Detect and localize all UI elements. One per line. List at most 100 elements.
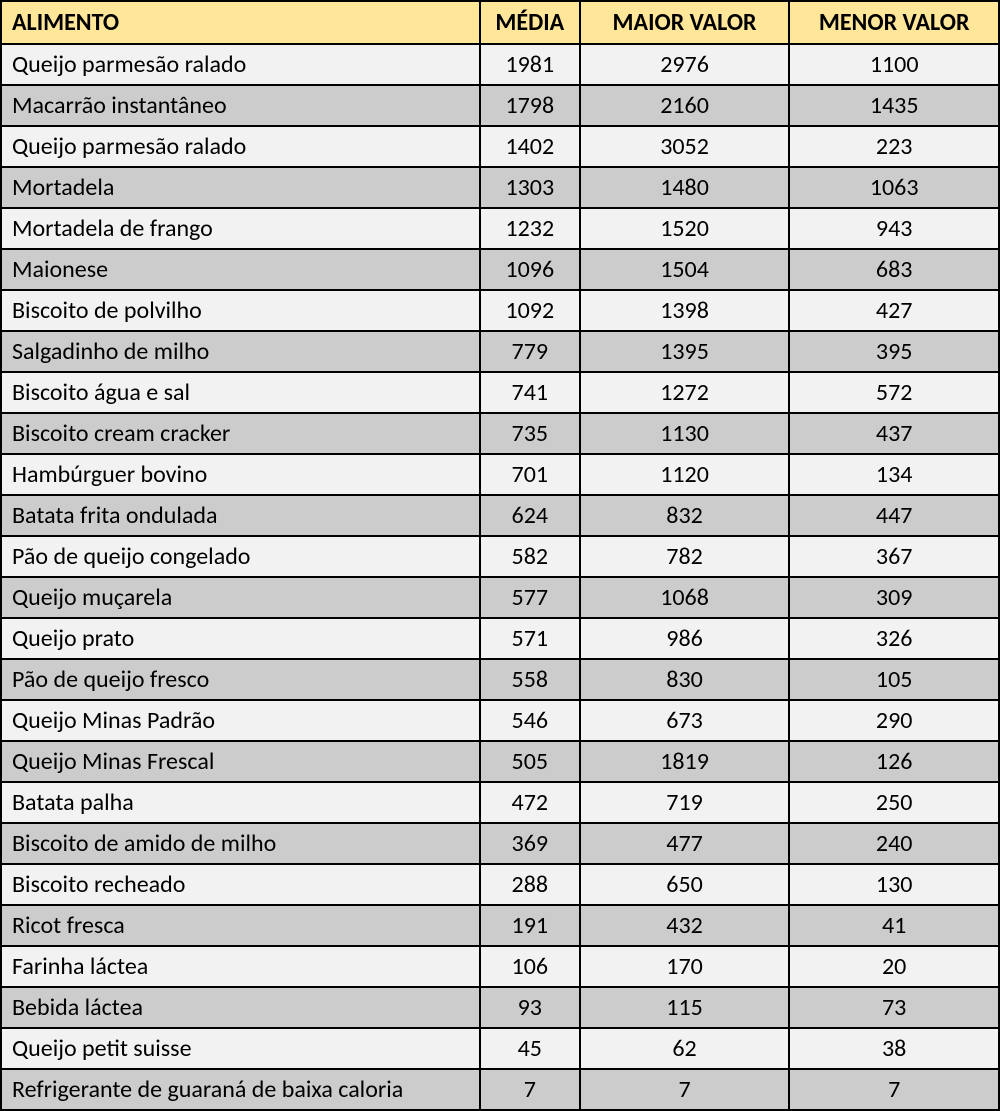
cell-media: 1798 bbox=[480, 85, 580, 126]
cell-media: 288 bbox=[480, 864, 580, 905]
cell-menor: 1063 bbox=[789, 167, 999, 208]
cell-media: 45 bbox=[480, 1028, 580, 1069]
cell-alimento: Batata frita ondulada bbox=[1, 495, 480, 536]
cell-media: 505 bbox=[480, 741, 580, 782]
cell-alimento: Refrigerante de guaraná de baixa caloria bbox=[1, 1069, 480, 1110]
cell-alimento: Hambúrguer bovino bbox=[1, 454, 480, 495]
cell-maior: 7 bbox=[580, 1069, 790, 1110]
cell-media: 741 bbox=[480, 372, 580, 413]
table-row: Bebida láctea9311573 bbox=[1, 987, 999, 1028]
cell-media: 1981 bbox=[480, 44, 580, 85]
table-header: ALIMENTO MÉDIA MAIOR VALOR MENOR VALOR bbox=[1, 1, 999, 44]
cell-media: 1092 bbox=[480, 290, 580, 331]
cell-menor: 309 bbox=[789, 577, 999, 618]
table-row: Refrigerante de guaraná de baixa caloria… bbox=[1, 1069, 999, 1110]
cell-menor: 943 bbox=[789, 208, 999, 249]
cell-media: 106 bbox=[480, 946, 580, 987]
cell-alimento: Queijo muçarela bbox=[1, 577, 480, 618]
cell-media: 1232 bbox=[480, 208, 580, 249]
cell-menor: 126 bbox=[789, 741, 999, 782]
table-row: Pão de queijo congelado582782367 bbox=[1, 536, 999, 577]
cell-alimento: Macarrão instantâneo bbox=[1, 85, 480, 126]
table-row: Mortadela de frango12321520943 bbox=[1, 208, 999, 249]
cell-menor: 240 bbox=[789, 823, 999, 864]
cell-menor: 447 bbox=[789, 495, 999, 536]
cell-maior: 830 bbox=[580, 659, 790, 700]
cell-alimento: Batata palha bbox=[1, 782, 480, 823]
cell-maior: 832 bbox=[580, 495, 790, 536]
cell-menor: 683 bbox=[789, 249, 999, 290]
cell-media: 571 bbox=[480, 618, 580, 659]
table-row: Biscoito de amido de milho369477240 bbox=[1, 823, 999, 864]
cell-alimento: Pão de queijo fresco bbox=[1, 659, 480, 700]
table-row: Biscoito água e sal7411272572 bbox=[1, 372, 999, 413]
cell-menor: 326 bbox=[789, 618, 999, 659]
cell-alimento: Pão de queijo congelado bbox=[1, 536, 480, 577]
cell-media: 558 bbox=[480, 659, 580, 700]
cell-media: 1303 bbox=[480, 167, 580, 208]
cell-media: 779 bbox=[480, 331, 580, 372]
cell-maior: 432 bbox=[580, 905, 790, 946]
cell-menor: 73 bbox=[789, 987, 999, 1028]
cell-maior: 1272 bbox=[580, 372, 790, 413]
cell-media: 624 bbox=[480, 495, 580, 536]
cell-menor: 427 bbox=[789, 290, 999, 331]
table-row: Batata frita ondulada624832447 bbox=[1, 495, 999, 536]
cell-menor: 7 bbox=[789, 1069, 999, 1110]
cell-maior: 2160 bbox=[580, 85, 790, 126]
table-row: Macarrão instantâneo179821601435 bbox=[1, 85, 999, 126]
table-body: Queijo parmesão ralado198129761100Macarr… bbox=[1, 44, 999, 1110]
col-header-alimento: ALIMENTO bbox=[1, 1, 480, 44]
table-row: Queijo prato571986326 bbox=[1, 618, 999, 659]
cell-alimento: Queijo Minas Frescal bbox=[1, 741, 480, 782]
table-row: Batata palha472719250 bbox=[1, 782, 999, 823]
cell-maior: 650 bbox=[580, 864, 790, 905]
table-row: Biscoito cream cracker7351130437 bbox=[1, 413, 999, 454]
cell-maior: 1120 bbox=[580, 454, 790, 495]
cell-alimento: Biscoito recheado bbox=[1, 864, 480, 905]
cell-maior: 1395 bbox=[580, 331, 790, 372]
table-row: Queijo parmesão ralado14023052223 bbox=[1, 126, 999, 167]
cell-maior: 673 bbox=[580, 700, 790, 741]
table-row: Hambúrguer bovino7011120134 bbox=[1, 454, 999, 495]
cell-menor: 1435 bbox=[789, 85, 999, 126]
cell-menor: 395 bbox=[789, 331, 999, 372]
cell-maior: 170 bbox=[580, 946, 790, 987]
cell-alimento: Queijo parmesão ralado bbox=[1, 126, 480, 167]
cell-maior: 1480 bbox=[580, 167, 790, 208]
cell-menor: 130 bbox=[789, 864, 999, 905]
cell-media: 472 bbox=[480, 782, 580, 823]
cell-alimento: Queijo petit suisse bbox=[1, 1028, 480, 1069]
cell-maior: 1520 bbox=[580, 208, 790, 249]
cell-media: 93 bbox=[480, 987, 580, 1028]
table-row: Queijo petit suisse456238 bbox=[1, 1028, 999, 1069]
cell-maior: 2976 bbox=[580, 44, 790, 85]
cell-media: 1402 bbox=[480, 126, 580, 167]
cell-alimento: Queijo prato bbox=[1, 618, 480, 659]
cell-alimento: Biscoito de polvilho bbox=[1, 290, 480, 331]
cell-alimento: Queijo Minas Padrão bbox=[1, 700, 480, 741]
cell-maior: 62 bbox=[580, 1028, 790, 1069]
cell-alimento: Mortadela de frango bbox=[1, 208, 480, 249]
cell-menor: 20 bbox=[789, 946, 999, 987]
header-row: ALIMENTO MÉDIA MAIOR VALOR MENOR VALOR bbox=[1, 1, 999, 44]
cell-alimento: Biscoito água e sal bbox=[1, 372, 480, 413]
cell-alimento: Biscoito cream cracker bbox=[1, 413, 480, 454]
cell-maior: 115 bbox=[580, 987, 790, 1028]
cell-alimento: Ricot fresca bbox=[1, 905, 480, 946]
cell-maior: 477 bbox=[580, 823, 790, 864]
cell-menor: 41 bbox=[789, 905, 999, 946]
cell-alimento: Biscoito de amido de milho bbox=[1, 823, 480, 864]
cell-media: 546 bbox=[480, 700, 580, 741]
table-row: Maionese10961504683 bbox=[1, 249, 999, 290]
table-row: Salgadinho de milho7791395395 bbox=[1, 331, 999, 372]
cell-maior: 719 bbox=[580, 782, 790, 823]
table-row: Queijo Minas Padrão546673290 bbox=[1, 700, 999, 741]
cell-media: 369 bbox=[480, 823, 580, 864]
cell-maior: 782 bbox=[580, 536, 790, 577]
cell-alimento: Salgadinho de milho bbox=[1, 331, 480, 372]
table-row: Biscoito recheado288650130 bbox=[1, 864, 999, 905]
table-row: Queijo Minas Frescal5051819126 bbox=[1, 741, 999, 782]
cell-menor: 290 bbox=[789, 700, 999, 741]
table-row: Pão de queijo fresco558830105 bbox=[1, 659, 999, 700]
